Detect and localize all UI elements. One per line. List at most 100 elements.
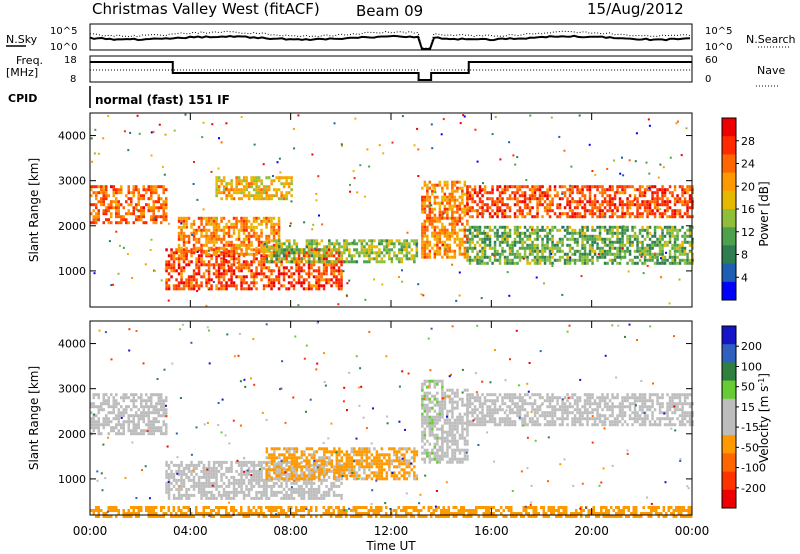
data-cell	[275, 466, 278, 470]
noise-cell	[551, 265, 554, 267]
data-cell	[471, 240, 474, 244]
data-cell	[250, 185, 253, 189]
data-cell	[536, 200, 539, 204]
data-cell	[182, 231, 186, 235]
data-cell	[325, 269, 328, 273]
data-cell	[237, 188, 241, 192]
data-cell	[403, 447, 406, 451]
data-cell	[668, 237, 672, 241]
data-cell	[215, 246, 218, 250]
data-cell	[666, 258, 669, 262]
noise-cell	[613, 159, 615, 162]
data-cell	[315, 278, 318, 282]
data-cell	[393, 447, 396, 451]
data-cell	[242, 225, 246, 229]
data-cell	[232, 249, 236, 253]
data-cell	[591, 200, 594, 204]
data-cell	[330, 260, 334, 264]
data-cell	[202, 484, 206, 488]
data-cell	[222, 275, 226, 279]
data-cell	[220, 182, 223, 186]
data-cell	[526, 234, 529, 238]
noise-cell	[685, 127, 688, 130]
data-cell	[486, 206, 489, 210]
data-cell	[636, 197, 639, 201]
data-cell	[466, 255, 469, 259]
data-cell	[451, 189, 454, 193]
data-cell	[152, 206, 155, 210]
data-cell	[591, 215, 594, 219]
data-cell	[222, 490, 226, 494]
data-cell	[491, 203, 494, 207]
data-cell	[95, 426, 98, 430]
data-cell	[446, 246, 449, 250]
data-cell	[155, 393, 158, 397]
noise-cell	[337, 303, 340, 306]
data-cell	[443, 228, 447, 232]
data-cell	[295, 469, 298, 473]
data-cell	[681, 249, 684, 253]
data-cell	[132, 405, 135, 409]
data-cell	[350, 456, 354, 460]
data-cell	[383, 453, 386, 457]
data-cell	[107, 203, 110, 207]
data-cell	[653, 203, 657, 207]
data-cell	[488, 246, 492, 250]
data-cell	[292, 287, 296, 291]
data-cell	[558, 246, 562, 250]
data-cell	[192, 237, 196, 241]
data-cell	[240, 219, 243, 223]
data-cell	[608, 197, 612, 201]
data-cell	[426, 234, 429, 238]
data-cell	[270, 225, 273, 229]
data-cell	[160, 215, 163, 219]
data-cell	[426, 418, 429, 422]
data-cell	[663, 209, 667, 213]
data-cell	[360, 239, 364, 243]
data-cell	[623, 225, 627, 229]
data-cell	[661, 249, 664, 253]
data-cell	[466, 228, 469, 232]
data-cell	[257, 475, 261, 479]
data-cell	[493, 249, 497, 253]
data-cell	[320, 462, 324, 466]
data-cell	[413, 477, 416, 481]
data-cell	[150, 218, 153, 222]
data-cell	[297, 254, 301, 258]
data-cell	[247, 231, 251, 235]
data-cell	[548, 231, 552, 235]
data-cell	[663, 191, 667, 195]
data-cell	[453, 201, 457, 205]
data-cell	[140, 393, 143, 397]
data-cell	[608, 237, 612, 241]
data-cell	[273, 471, 276, 475]
data-cell	[536, 252, 539, 256]
data-cell	[581, 231, 584, 235]
data-cell	[305, 468, 309, 472]
noise-cell	[253, 143, 256, 146]
data-cell	[578, 188, 582, 192]
data-cell	[202, 490, 206, 494]
data-cell	[290, 453, 294, 457]
data-cell	[661, 234, 664, 238]
noise-cell	[150, 131, 153, 134]
data-cell	[518, 237, 522, 241]
data-cell	[428, 186, 432, 190]
data-cell	[631, 261, 634, 265]
data-cell	[596, 215, 599, 219]
data-cell	[633, 203, 637, 207]
data-cell	[320, 472, 323, 476]
data-cell	[626, 212, 629, 216]
data-cell	[230, 496, 233, 500]
data-cell	[433, 213, 437, 217]
data-cell	[197, 463, 201, 467]
data-cell	[302, 478, 306, 482]
data-cell	[278, 465, 281, 469]
data-cell	[215, 487, 218, 491]
data-cell	[641, 246, 644, 250]
data-cell	[195, 263, 198, 267]
data-cell	[546, 212, 549, 216]
data-cell	[122, 396, 125, 400]
data-cell	[192, 251, 196, 255]
data-cell	[315, 245, 319, 249]
